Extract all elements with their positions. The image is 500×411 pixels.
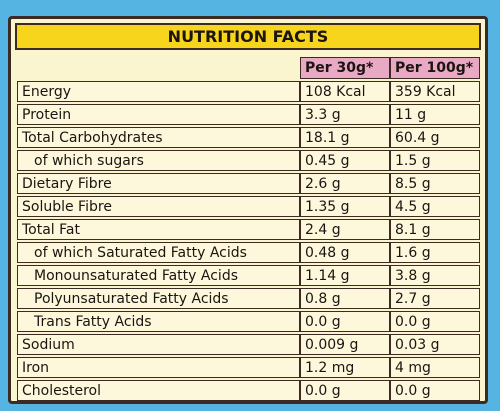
nutrient-label: Sodium xyxy=(17,334,300,355)
nutrient-label: Trans Fatty Acids xyxy=(17,311,300,332)
nutrient-value: 0.8 g xyxy=(300,288,390,309)
nutrient-value: 60.4 g xyxy=(390,127,480,148)
nutrient-row: of which sugars 0.45 g 1.5 g xyxy=(17,150,480,171)
column-header: Per 30g* xyxy=(300,57,390,79)
nutrient-row: Protein 3.3 g 11 g xyxy=(17,104,480,125)
nutrition-table: Per 30g* Per 100g* Energy 108 Kcal 359 Kca… xyxy=(17,55,480,403)
title: NUTRITION FACTS xyxy=(15,23,481,50)
nutrient-value: 8.1 g xyxy=(390,219,480,240)
nutrient-row: Soluble Fibre 1.35 g 4.5 g xyxy=(17,196,480,217)
table-body: Energy 108 Kcal 359 Kcal Protein 3.3 g 11 g To… xyxy=(17,81,480,401)
nutrient-value: 4 mg xyxy=(390,357,480,378)
nutrient-label: Total Fat xyxy=(17,219,300,240)
nutrient-row: Energy 108 Kcal 359 Kcal xyxy=(17,81,480,102)
nutrient-label: of which Saturated Fatty Acids xyxy=(17,242,300,263)
nutrient-row: Total Fat 2.4 g 8.1 g xyxy=(17,219,480,240)
nutrient-row: Polyunsaturated Fatty Acids 0.8 g 2.7 g xyxy=(17,288,480,309)
nutrient-value: 2.7 g xyxy=(390,288,480,309)
nutrient-value: 1.5 g xyxy=(390,150,480,171)
nutrient-row: Total Carbohydrates 18.1 g 60.4 g xyxy=(17,127,480,148)
nutrient-row: Dietary Fibre 2.6 g 8.5 g xyxy=(17,173,480,194)
nutrient-value: 0.0 g xyxy=(390,380,480,401)
nutrient-label: Polyunsaturated Fatty Acids xyxy=(17,288,300,309)
nutrient-row: Sodium 0.009 g 0.03 g xyxy=(17,334,480,355)
nutrient-label: of which sugars xyxy=(17,150,300,171)
nutrient-value: 0.009 g xyxy=(300,334,390,355)
nutrient-value: 0.45 g xyxy=(300,150,390,171)
nutrient-value: 2.4 g xyxy=(300,219,390,240)
nutrient-row: Monounsaturated Fatty Acids 1.14 g 3.8 g xyxy=(17,265,480,286)
nutrient-value: 11 g xyxy=(390,104,480,125)
nutrient-row: Iron 1.2 mg 4 mg xyxy=(17,357,480,378)
nutrient-value: 2.6 g xyxy=(300,173,390,194)
nutrient-value: 3.3 g xyxy=(300,104,390,125)
nutrition-panel: NUTRITION FACTS Per 30g* Per 100g* Energ… xyxy=(8,16,488,404)
nutrient-label: Energy xyxy=(17,81,300,102)
nutrient-value: 8.5 g xyxy=(390,173,480,194)
nutrient-value: 0.0 g xyxy=(300,380,390,401)
nutrient-value: 1.2 mg xyxy=(300,357,390,378)
nutrient-label: Monounsaturated Fatty Acids xyxy=(17,265,300,286)
nutrient-value: 0.48 g xyxy=(300,242,390,263)
column-header: Per 100g* xyxy=(390,57,480,79)
nutrient-label: Soluble Fibre xyxy=(17,196,300,217)
nutrient-value: 108 Kcal xyxy=(300,81,390,102)
header-row: Per 30g* Per 100g* xyxy=(17,57,480,79)
nutrient-value: 4.5 g xyxy=(390,196,480,217)
header-spacer xyxy=(17,57,300,79)
nutrient-value: 0.03 g xyxy=(390,334,480,355)
nutrient-label: Total Carbohydrates xyxy=(17,127,300,148)
nutrient-value: 0.0 g xyxy=(390,311,480,332)
nutrient-value: 1.6 g xyxy=(390,242,480,263)
nutrient-value: 359 Kcal xyxy=(390,81,480,102)
nutrient-value: 3.8 g xyxy=(390,265,480,286)
nutrient-value: 1.35 g xyxy=(300,196,390,217)
nutrient-value: 18.1 g xyxy=(300,127,390,148)
nutrient-row: Trans Fatty Acids 0.0 g 0.0 g xyxy=(17,311,480,332)
nutrient-value: 1.14 g xyxy=(300,265,390,286)
nutrient-row: Cholesterol 0.0 g 0.0 g xyxy=(17,380,480,401)
nutrient-label: Iron xyxy=(17,357,300,378)
nutrient-row: of which Saturated Fatty Acids 0.48 g 1.6 … xyxy=(17,242,480,263)
nutrient-label: Protein xyxy=(17,104,300,125)
nutrient-label: Dietary Fibre xyxy=(17,173,300,194)
nutrient-value: 0.0 g xyxy=(300,311,390,332)
nutrient-label: Cholesterol xyxy=(17,380,300,401)
